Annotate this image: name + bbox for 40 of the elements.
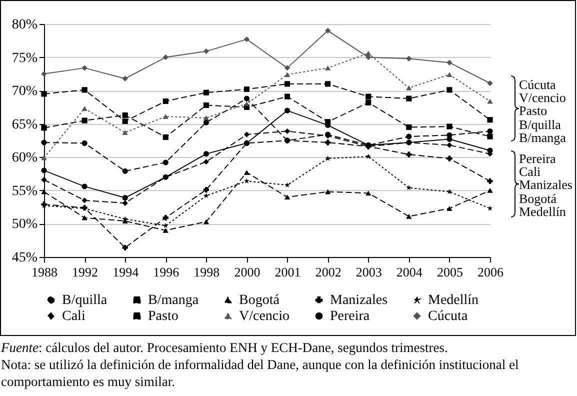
- text: Bogotá: [519, 190, 557, 206]
- y-tick-label: 45%: [12, 250, 38, 266]
- x-tick-label: 2002: [315, 264, 342, 280]
- y-tick-label: 75%: [12, 50, 38, 66]
- legend-label: V/cencio: [239, 309, 290, 324]
- legend-label: Cúcuta: [428, 309, 468, 324]
- legend-label: B/quilla: [62, 293, 108, 308]
- text: Cali: [519, 164, 541, 180]
- legend-label: Pereira: [330, 309, 370, 324]
- x-tick-label: 2005: [436, 264, 463, 280]
- text: B/quilla: [519, 116, 561, 132]
- x-tick-label: 2003: [356, 264, 382, 280]
- legend-label: Manizales: [330, 293, 388, 308]
- legend-label: Pasto: [148, 309, 178, 324]
- text: V/cencio: [519, 90, 566, 106]
- x-tick-label: 1996: [153, 264, 180, 280]
- source-note: Fuente: cálculos del autor. Procesamiento ENH y ECH-Dane, segundos trimestres.: [1, 339, 449, 356]
- legend-label: Medellín: [428, 293, 479, 308]
- x-tick-label: 2000: [234, 264, 260, 280]
- text: Pereira: [519, 151, 556, 166]
- y-tick-label: 60%: [12, 150, 38, 166]
- x-tick-label: 1998: [194, 264, 220, 280]
- x-tick-label: 2004: [396, 264, 423, 280]
- x-tick-label: 2006: [478, 264, 504, 280]
- legend-label: Cali: [62, 309, 86, 324]
- x-tick-label: 2001: [274, 264, 301, 280]
- text: Manizales: [519, 177, 572, 192]
- text: Pasto: [519, 103, 548, 118]
- y-tick-label: 50%: [12, 217, 38, 232]
- legend-label: Bogotá: [239, 293, 280, 308]
- y-tick-label: 70%: [12, 84, 38, 100]
- y-tick-label: 80%: [12, 18, 38, 32]
- y-tick-label: 55%: [12, 184, 38, 199]
- x-tick-label: 1994: [112, 264, 140, 280]
- y-tick-label: 65%: [12, 117, 38, 132]
- text: Cúcuta: [519, 77, 556, 92]
- x-tick-label: 1992: [72, 264, 98, 280]
- x-tick-label: 1988: [32, 264, 58, 280]
- text: Nota: se utilizó la definición de informalidad del Dane, aunque con la definición institucional el comportamiento es muy similar.: [1, 356, 520, 390]
- legend-label: B/manga: [148, 293, 200, 308]
